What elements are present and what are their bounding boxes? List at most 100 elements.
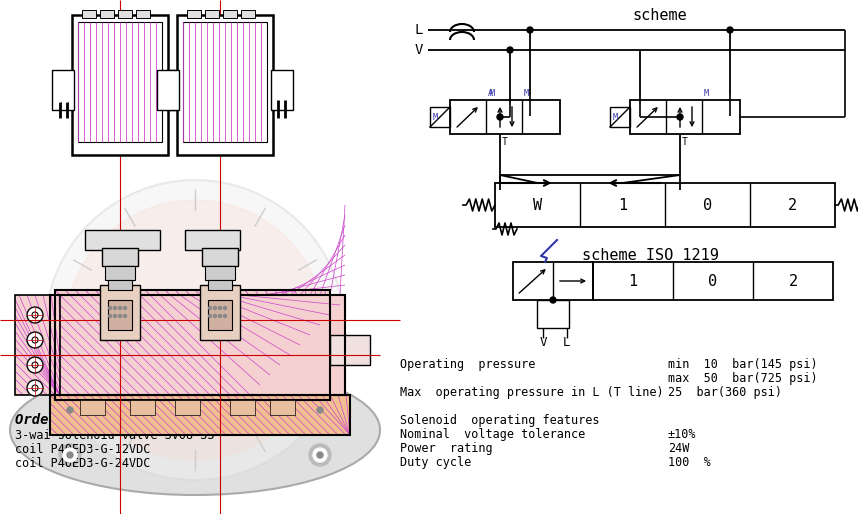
Bar — [183, 22, 267, 142]
Bar — [175, 400, 200, 415]
Bar — [270, 400, 295, 415]
Text: 3-wai solenoid valve-SV08-33: 3-wai solenoid valve-SV08-33 — [15, 429, 214, 442]
Bar — [202, 248, 238, 266]
Text: 2: 2 — [788, 197, 797, 212]
Text: Max  operating pressure in L (T line): Max operating pressure in L (T line) — [400, 386, 663, 399]
Circle shape — [214, 315, 216, 318]
Text: Ordering codes: Ordering codes — [15, 413, 132, 427]
Circle shape — [65, 98, 69, 102]
Circle shape — [317, 452, 323, 458]
Text: max  50  bar(725 psi): max 50 bar(725 psi) — [668, 372, 818, 385]
Text: M: M — [524, 89, 529, 98]
Circle shape — [118, 306, 122, 309]
Text: M: M — [490, 89, 495, 98]
Bar — [136, 10, 150, 18]
Text: A: A — [488, 89, 493, 98]
Circle shape — [27, 357, 43, 373]
Bar — [241, 10, 255, 18]
Text: 25  bar(360 psi): 25 bar(360 psi) — [668, 386, 782, 399]
Circle shape — [219, 306, 221, 309]
Text: L: L — [415, 23, 423, 37]
Bar — [495, 183, 835, 227]
Text: M: M — [613, 113, 618, 121]
Text: 100  %: 100 % — [668, 456, 710, 469]
Circle shape — [67, 407, 73, 413]
Text: Power  rating: Power rating — [400, 442, 492, 455]
Text: L: L — [563, 336, 571, 348]
Bar — [187, 10, 201, 18]
Circle shape — [309, 399, 331, 421]
Bar — [166, 70, 188, 110]
Bar — [223, 10, 237, 18]
Circle shape — [124, 315, 126, 318]
Circle shape — [223, 315, 227, 318]
Text: V: V — [415, 43, 423, 57]
Bar — [15, 295, 60, 395]
Circle shape — [65, 200, 325, 460]
Bar — [50, 295, 345, 395]
Bar — [100, 285, 140, 340]
Bar — [177, 15, 273, 155]
Text: min  10  bar(145 psi): min 10 bar(145 psi) — [668, 358, 818, 371]
Text: 1: 1 — [628, 273, 637, 288]
Circle shape — [313, 403, 327, 417]
Circle shape — [309, 444, 331, 466]
Text: Duty cycle: Duty cycle — [400, 456, 471, 469]
Bar — [80, 400, 105, 415]
Circle shape — [63, 448, 77, 462]
Bar — [537, 300, 569, 328]
Circle shape — [59, 444, 81, 466]
Bar — [330, 335, 370, 365]
Text: T: T — [502, 137, 508, 147]
Bar — [72, 15, 168, 155]
Text: ±10%: ±10% — [668, 428, 697, 441]
Text: coil P40ED3-G-12VDC: coil P40ED3-G-12VDC — [15, 443, 150, 456]
Text: W: W — [533, 197, 542, 212]
Circle shape — [59, 399, 81, 421]
Bar — [630, 100, 740, 134]
Bar — [105, 266, 135, 280]
Bar — [208, 300, 232, 330]
Text: 2: 2 — [789, 273, 798, 288]
Bar — [102, 248, 138, 266]
Circle shape — [727, 27, 733, 33]
Text: Solenoid  operating features: Solenoid operating features — [400, 414, 600, 427]
Bar — [55, 290, 330, 400]
Text: scheme ISO 1219: scheme ISO 1219 — [582, 248, 718, 263]
Bar — [430, 107, 450, 127]
Bar — [108, 280, 132, 290]
Circle shape — [223, 306, 227, 309]
Bar — [450, 100, 560, 134]
Text: Nominal  voltage tolerance: Nominal voltage tolerance — [400, 428, 585, 441]
Circle shape — [124, 306, 126, 309]
Circle shape — [108, 315, 112, 318]
Bar — [130, 400, 155, 415]
Text: M: M — [704, 89, 709, 98]
Circle shape — [497, 114, 503, 120]
Bar — [185, 230, 240, 250]
Ellipse shape — [10, 365, 380, 495]
Text: 1: 1 — [618, 197, 627, 212]
Bar — [513, 262, 593, 300]
Bar — [50, 395, 350, 435]
Circle shape — [118, 315, 122, 318]
Bar — [208, 280, 232, 290]
Circle shape — [63, 403, 77, 417]
Bar — [118, 10, 132, 18]
Circle shape — [45, 180, 345, 480]
Bar — [82, 10, 96, 18]
Circle shape — [527, 27, 533, 33]
Bar — [271, 70, 293, 110]
Bar — [205, 10, 219, 18]
Bar — [15, 295, 60, 395]
Text: scheme: scheme — [632, 8, 687, 23]
Circle shape — [27, 307, 43, 323]
Bar — [85, 230, 160, 250]
Circle shape — [550, 297, 556, 303]
Circle shape — [113, 315, 117, 318]
Circle shape — [677, 114, 683, 120]
Bar — [55, 290, 330, 400]
Circle shape — [214, 306, 216, 309]
Circle shape — [313, 448, 327, 462]
Circle shape — [58, 98, 62, 102]
